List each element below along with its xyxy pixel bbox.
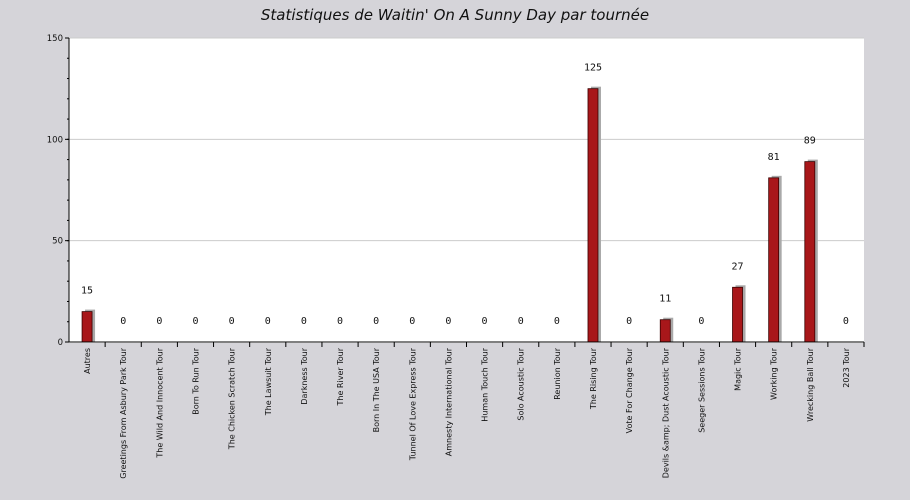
x-tick-label: Born To Run Tour <box>191 347 200 414</box>
data-label: 27 <box>731 261 743 272</box>
y-tick-label: 0 <box>58 338 63 348</box>
bars <box>81 86 818 343</box>
bar <box>659 319 671 343</box>
data-label: 0 <box>698 316 704 327</box>
bar <box>81 311 93 343</box>
data-label: 0 <box>843 316 849 327</box>
data-label: 0 <box>482 316 488 327</box>
x-tick-label: Greetings From Asbury Park Tour <box>119 347 128 478</box>
x-tick-label: The Lawsuit Tour <box>264 347 273 416</box>
x-tick-label: The Rising Tour <box>589 347 598 410</box>
data-label: 0 <box>445 316 451 327</box>
data-label: 0 <box>156 316 162 327</box>
data-label: 81 <box>768 152 780 163</box>
data-label: 0 <box>626 316 632 327</box>
axes <box>65 37 865 347</box>
data-label: 0 <box>265 316 271 327</box>
x-tick-label: Working Tour <box>770 347 779 400</box>
x-tick-label: The Chicken Scratch Tour <box>228 347 237 450</box>
data-label: 0 <box>229 316 235 327</box>
x-tick-label: The River Tour <box>336 347 345 406</box>
data-label: 0 <box>301 316 307 327</box>
data-label: 0 <box>518 316 524 327</box>
data-label: 0 <box>409 316 415 327</box>
x-tick-label: Seeger Sessions Tour <box>697 347 706 432</box>
labels: 0 50 100 150 15 Autres 0 Greetings From Asbury … <box>47 34 851 479</box>
x-tick-label: Autres <box>83 348 92 374</box>
data-label: 0 <box>192 316 198 327</box>
x-tick-label: Magic Tour <box>734 347 743 391</box>
x-tick-label: Devils &amp; Dust Acoustic Tour <box>661 347 670 478</box>
x-tick-label: Tunnel Of Love Express Tour <box>408 347 417 461</box>
data-label: 11 <box>659 294 671 305</box>
bar <box>768 177 780 343</box>
plot-area <box>69 38 864 343</box>
y-tick-label: 100 <box>47 135 63 145</box>
bar <box>732 286 743 343</box>
data-label: 125 <box>584 63 602 74</box>
data-label: 0 <box>554 316 560 327</box>
x-tick-label: Born In The USA Tour <box>372 347 381 432</box>
y-tick-label: 150 <box>47 34 63 44</box>
x-tick-label: Wrecking Ball Tour <box>806 347 815 421</box>
x-tick-label: Amnesty International Tour <box>444 347 453 456</box>
x-tick-label: Human Touch Tour <box>481 347 490 421</box>
data-label: 89 <box>804 136 816 147</box>
data-label: 0 <box>120 316 126 327</box>
data-label: 0 <box>373 316 379 327</box>
x-tick-label: Solo Acoustic Tour <box>517 347 526 420</box>
chart-title: Statistiques de Waitin' On A Sunny Day p… <box>260 6 650 24</box>
data-label: 0 <box>337 316 343 327</box>
x-tick-label: The Wild And Innocent Tour <box>155 347 164 458</box>
data-label: 15 <box>81 286 93 297</box>
x-tick-label: Vote For Change Tour <box>625 347 634 433</box>
y-tick-label: 50 <box>52 237 63 247</box>
x-tick-label: Reunion Tour <box>553 347 562 399</box>
bar <box>587 88 599 343</box>
x-tick-label: 2023 Tour <box>842 347 851 387</box>
grid-lines <box>69 37 864 242</box>
x-tick-label: Darkness Tour <box>300 347 309 404</box>
bar <box>804 161 816 343</box>
